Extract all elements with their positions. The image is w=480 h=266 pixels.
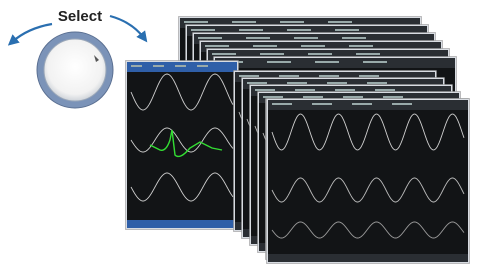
header-text (392, 103, 412, 105)
header-text (301, 45, 325, 47)
header-text (198, 37, 222, 39)
header-text (246, 37, 270, 39)
screen-footer (268, 254, 468, 262)
arrow-left (12, 24, 52, 42)
header-text (342, 37, 366, 39)
header-text (352, 103, 372, 105)
header-text (343, 96, 363, 98)
header-text (328, 21, 352, 23)
header-text (253, 45, 277, 47)
header-text (191, 29, 215, 31)
header-text (356, 53, 380, 55)
header-text (319, 75, 339, 77)
header-text (260, 53, 284, 55)
page: Select (() => { const data = JSON.parse(… (0, 0, 480, 266)
header-text (295, 89, 315, 91)
header-text (205, 45, 229, 47)
arrow-right (110, 16, 144, 38)
header-text (383, 96, 403, 98)
screen-footer (127, 220, 237, 228)
header-text (312, 103, 332, 105)
header-text (363, 61, 387, 63)
header-text (131, 65, 142, 67)
header-text (287, 29, 311, 31)
header-text (184, 21, 208, 23)
header-text (197, 65, 208, 67)
header-text (263, 96, 283, 98)
knob (44, 39, 106, 101)
header-text (303, 96, 323, 98)
header-text (359, 75, 379, 77)
header-text (315, 61, 339, 63)
header-text (375, 89, 395, 91)
select-knob: Select (12, 8, 144, 108)
header-text (335, 89, 355, 91)
header-text (287, 82, 307, 84)
screen-stack (126, 17, 470, 264)
header-text (212, 53, 236, 55)
header-text (272, 103, 292, 105)
header-text (239, 29, 263, 31)
header-text (232, 21, 256, 23)
header-text (308, 53, 332, 55)
header-text (327, 82, 347, 84)
header-text (349, 45, 373, 47)
illustration: Select (0, 0, 480, 266)
select-label: Select (58, 8, 102, 25)
screen (268, 100, 468, 262)
header-text (247, 82, 267, 84)
header-text (280, 21, 304, 23)
header-text (239, 75, 259, 77)
header-text (294, 37, 318, 39)
header-text (153, 65, 164, 67)
header-text (279, 75, 299, 77)
header-text (367, 82, 387, 84)
header-text (267, 61, 291, 63)
header-text (335, 29, 359, 31)
header-text (255, 89, 275, 91)
header-text (175, 65, 186, 67)
